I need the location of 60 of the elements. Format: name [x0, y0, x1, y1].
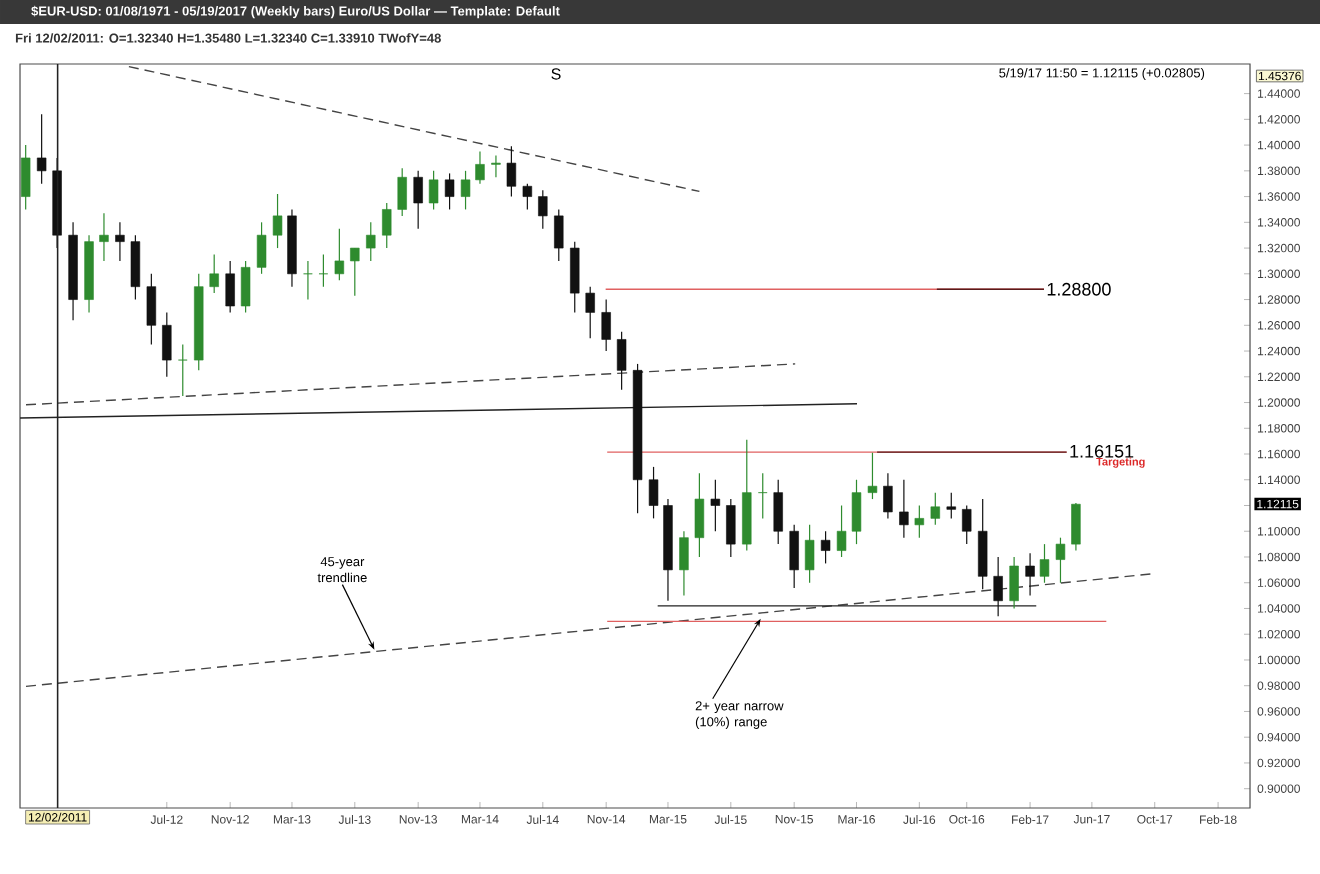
candlestick	[930, 492, 940, 526]
candlestick	[334, 228, 345, 281]
candlestick	[570, 241, 580, 314]
candlestick	[240, 260, 251, 314]
candlestick	[475, 150, 485, 185]
candlestick	[1039, 543, 1050, 584]
candlestick	[616, 331, 627, 391]
candlestick	[554, 208, 564, 262]
candlestick	[272, 193, 283, 249]
candlestick	[726, 498, 736, 558]
candlestick	[804, 524, 815, 584]
candlestick	[914, 504, 925, 539]
candlestick	[99, 212, 109, 262]
candlestick	[178, 344, 188, 397]
candlestick	[491, 154, 501, 178]
candlestick	[648, 466, 659, 519]
candlestick	[1071, 502, 1081, 552]
candlestick	[20, 144, 31, 211]
candlestick	[522, 183, 533, 211]
candlestick	[162, 311, 172, 378]
candlestick	[366, 221, 376, 262]
annotation: 1.16151	[1070, 444, 1134, 458]
candlestick	[538, 189, 548, 230]
candlestick	[460, 170, 471, 211]
candlestick	[820, 530, 831, 565]
candlestick	[506, 145, 517, 198]
candlestick	[350, 247, 360, 297]
candlestick	[993, 556, 1003, 617]
candlestick	[397, 167, 407, 217]
candlestick	[444, 172, 455, 211]
candlestick	[428, 170, 439, 211]
annotation: S	[551, 68, 561, 80]
candlestick	[382, 202, 392, 249]
candlestick	[851, 479, 862, 545]
candlestick	[146, 273, 157, 346]
candlestick	[1055, 537, 1066, 584]
candlestick	[1009, 556, 1019, 610]
candlestick	[601, 298, 611, 352]
candlestick	[115, 221, 125, 262]
candlestick	[679, 530, 689, 597]
candlestick	[977, 498, 988, 590]
candlestick	[962, 504, 972, 545]
candlestick	[225, 260, 235, 314]
candlestick	[694, 472, 705, 558]
candlestick	[867, 452, 878, 500]
candlestick	[209, 253, 219, 294]
candlestick	[883, 472, 893, 519]
candlestick	[773, 479, 783, 545]
candlestick	[413, 170, 423, 230]
candlestick	[946, 492, 956, 519]
candlestick	[789, 524, 799, 589]
candlestick	[36, 113, 47, 185]
annotation: 1.28800	[1047, 282, 1111, 296]
candlestick	[836, 504, 847, 558]
candlestick	[130, 234, 141, 301]
candlestick	[899, 479, 909, 539]
candlestick	[256, 221, 267, 275]
candlestick	[585, 286, 595, 339]
candlestick	[1025, 552, 1035, 597]
candlestick	[710, 479, 721, 532]
